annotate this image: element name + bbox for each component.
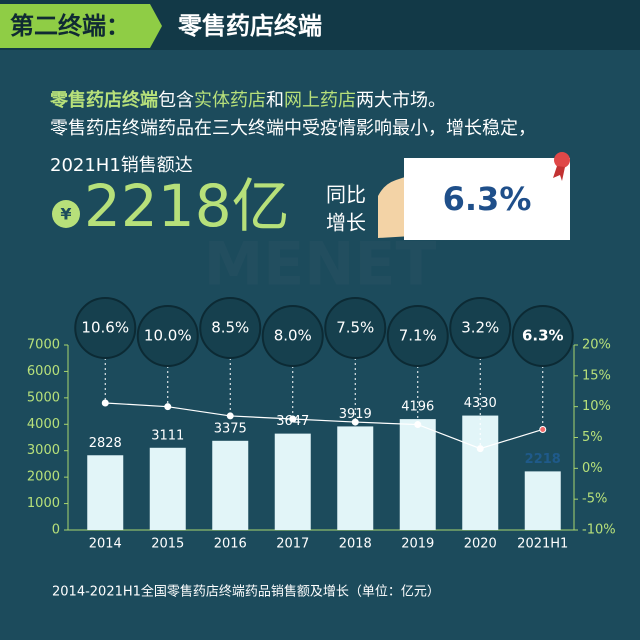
line [105, 402, 543, 450]
intro-segment: 和 [266, 90, 284, 111]
y2-tick-label: 0% [582, 461, 603, 476]
growth-value: 6.3% [443, 180, 532, 218]
bar-label: 2218 [525, 452, 561, 467]
x-tick-label: 2015 [151, 537, 184, 552]
x-tick-label: 2020 [464, 537, 497, 552]
y-tick-label: 7000 [27, 338, 60, 353]
growth-label: 增长 [326, 211, 366, 235]
y-tick-label: 5000 [27, 390, 60, 405]
hand-icon [378, 176, 413, 238]
growth-card [404, 158, 570, 240]
intro-segment: 网上药店 [284, 90, 356, 111]
y-tick-label: 0 [52, 523, 60, 538]
bubble-label: 8.0% [274, 327, 312, 345]
x-tick-label: 2017 [276, 537, 309, 552]
caption: 2014-2021H1全国零售药店终端药品销售额及增长（单位：亿元） [52, 584, 440, 600]
y-tick-label: 4000 [27, 417, 60, 432]
bubble [136, 305, 199, 367]
y2-tick-label: 20% [582, 338, 611, 353]
bar-label: 3111 [151, 428, 184, 443]
intro-segment: 实体药店 [194, 90, 266, 111]
x-tick-label: 2021H1 [517, 537, 568, 552]
intro-line: 零售药店终端药品在三大终端中受疫情影响最小，增长稳定， [50, 118, 536, 139]
point [476, 445, 484, 453]
bar [399, 419, 436, 530]
chart: 0 1000 2000 3000 4000 5000 6000 7000 -10% -5% 0% 5%… [27, 297, 616, 552]
ribbon-icon [554, 152, 570, 168]
growth-label: 同比 [326, 183, 366, 207]
bar [87, 455, 124, 530]
point [351, 418, 359, 426]
bubble-label: 7.1% [399, 327, 437, 345]
header-tag-box [0, 4, 162, 48]
watermark: MENET [204, 230, 437, 300]
bar-label: 2828 [89, 436, 122, 451]
y-tick-label: 1000 [27, 496, 60, 511]
bubble [261, 305, 324, 367]
point [539, 425, 547, 433]
bubble [324, 297, 387, 359]
bubble-label: 10.0% [144, 327, 192, 345]
intro-segment: 两大市场。 [356, 90, 446, 111]
amount: 2218亿 [84, 172, 290, 240]
point [289, 415, 297, 423]
point [164, 403, 172, 411]
y2-tick-label: 5% [582, 430, 603, 445]
bubble-label: 8.5% [211, 319, 249, 337]
point [101, 399, 109, 407]
intro-line: 2021H1销售额达 [50, 155, 193, 176]
x-tick-label: 2018 [339, 537, 372, 552]
ribbon-icon [553, 166, 565, 181]
y2-tick-label: -10% [582, 523, 616, 538]
bubble-label: 7.5% [336, 319, 374, 337]
y2-tick-label: 15% [582, 368, 611, 383]
currency: ¥ [60, 205, 71, 224]
y2-tick-label: -5% [582, 492, 607, 507]
bar-label: 3375 [214, 421, 247, 436]
bubble-label: 6.3% [522, 327, 564, 345]
bubble [386, 305, 449, 367]
y2-tick-label: 10% [582, 399, 611, 414]
x-tick-label: 2016 [214, 537, 247, 552]
header-tag: 第二终端： [10, 12, 130, 40]
y-tick-label: 6000 [27, 364, 60, 379]
bubble [199, 297, 262, 359]
y-tick-label: 2000 [27, 470, 60, 485]
x-tick-label: 2019 [401, 537, 434, 552]
intro-segment: 包含 [158, 90, 194, 111]
header-title: 零售药店终端 [177, 12, 322, 40]
bar [274, 433, 311, 530]
point [414, 421, 422, 429]
bubble [74, 297, 137, 359]
bubble-label: 3.2% [461, 319, 499, 337]
bar [149, 447, 186, 530]
bar [337, 426, 374, 530]
y-tick-label: 3000 [27, 443, 60, 458]
intro-line: 零售药店终端包含实体药店和网上药店两大市场。 [49, 89, 446, 111]
bar [212, 440, 249, 530]
intro-segment: 零售药店终端 [49, 89, 158, 111]
bar [524, 471, 561, 530]
point [226, 412, 234, 420]
bubble-label: 10.6% [81, 319, 129, 337]
x-tick-label: 2014 [89, 537, 122, 552]
currency-badge [52, 200, 80, 228]
bar [462, 415, 499, 530]
bubble [449, 297, 512, 359]
bubble [511, 305, 574, 367]
